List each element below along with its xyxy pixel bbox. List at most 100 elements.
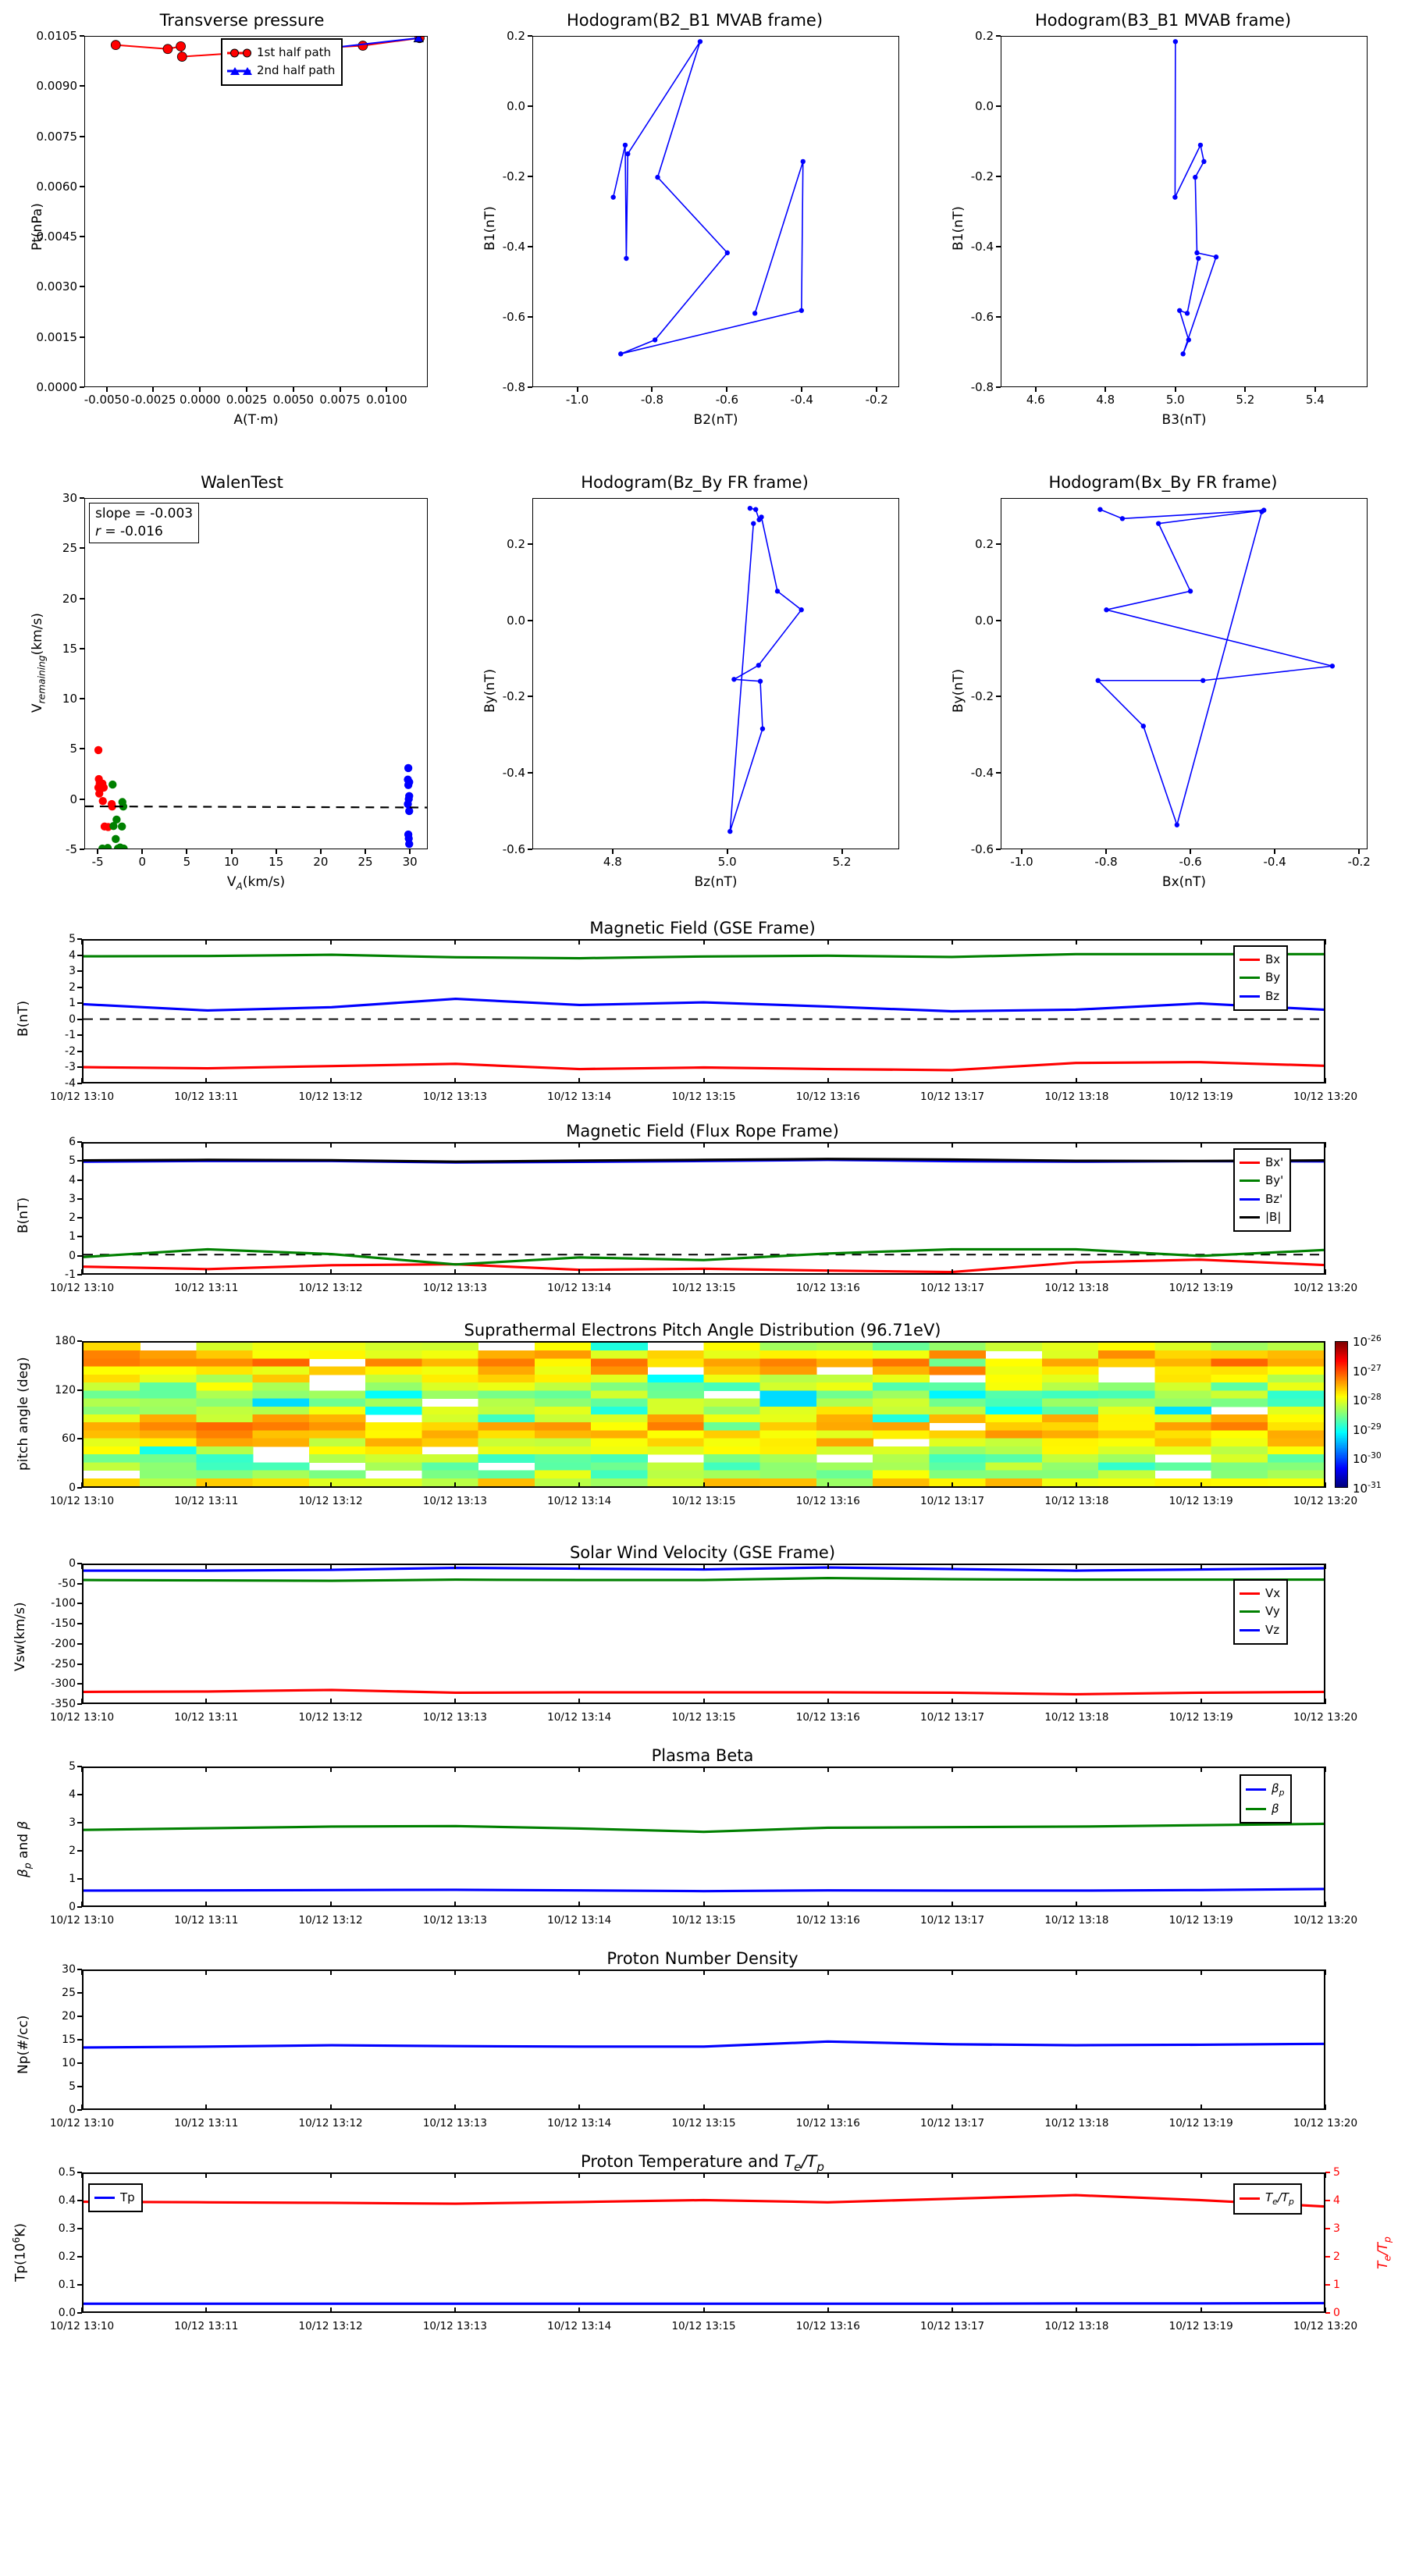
y-tick-label: 60 (62, 1432, 76, 1446)
x-tick-mark-top (951, 939, 954, 945)
y-tick-label: 3 (69, 1816, 76, 1829)
plot-canvas (84, 1343, 1324, 1486)
y-tick-label-right: 5 (1333, 2166, 1340, 2179)
x-tick-label: 10/12 13:17 (920, 1495, 985, 1507)
y-tick-label: 30 (62, 1963, 76, 1976)
y-tick-mark (528, 386, 532, 388)
plot-canvas (727, 505, 804, 834)
y-tick-mark (77, 1794, 82, 1795)
x-tick-label: 10/12 13:15 (671, 1091, 736, 1103)
x-tick-label: 10/12 13:15 (671, 1914, 736, 1927)
x-tick-mark (186, 849, 188, 854)
x-tick-mark (951, 1699, 954, 1704)
legend-label: Vz (1265, 1622, 1280, 1637)
legend-row: Vx (1240, 1585, 1280, 1603)
x-tick-label: 5.0 (717, 855, 737, 869)
x-tick-mark (81, 1482, 83, 1488)
x-tick-mark (1200, 1269, 1202, 1275)
x-tick-label: 0 (138, 855, 147, 869)
legend-label: 2nd half path (257, 63, 336, 78)
x-tick-label: 10/12 13:16 (795, 1282, 860, 1294)
y-tick-label-right: 3 (1333, 2222, 1340, 2235)
x-tick-label: 10/12 13:17 (920, 1914, 985, 1927)
y-tick-label: 180 (55, 1335, 76, 1347)
y-axis-label: B(nT) (16, 1197, 31, 1233)
legend-row: By' (1240, 1172, 1283, 1190)
x-tick-label: -0.8 (1094, 855, 1118, 869)
x-tick-mark (951, 2105, 954, 2110)
x-tick-label: 10/12 13:20 (1293, 1495, 1358, 1507)
y-tick-label: 0.0 (507, 613, 525, 628)
panel-title: Proton Temperature and Te/Tp (581, 2152, 824, 2175)
y-tick-mark (80, 386, 84, 388)
y-tick-mark (80, 849, 84, 850)
y-tick-mark (80, 236, 84, 238)
x-tick-label: 10/12 13:14 (547, 1091, 612, 1103)
plot-canvas (84, 1158, 1324, 1273)
x-tick-mark (1200, 2105, 1202, 2110)
x-tick-label: -0.2 (865, 393, 888, 407)
y-tick-mark (77, 1340, 82, 1342)
x-tick-mark (702, 2105, 705, 2110)
y-tick-label: 0 (69, 1901, 76, 1913)
x-tick-mark (329, 1269, 332, 1275)
x-tick-label: 10/12 13:16 (795, 1091, 860, 1103)
y-tick-mark (77, 2312, 82, 2314)
y-tick-label: -0.2 (970, 689, 994, 704)
y-tick-mark (77, 1822, 82, 1823)
y-tick-label: -0.2 (502, 169, 525, 183)
y-tick-label: -1 (65, 1029, 76, 1042)
x-tick-mark (801, 387, 803, 392)
y-tick-mark (77, 1236, 82, 1238)
x-tick-mark (81, 1902, 83, 1907)
y-axis-label: Pt(nPa) (30, 203, 45, 251)
x-tick-mark (702, 1902, 705, 1907)
legend-label: βp (1272, 1781, 1285, 1798)
legend-row: Bz (1240, 987, 1280, 1005)
y-axis-label: B(nT) (16, 1000, 31, 1037)
plot-area (1001, 36, 1368, 387)
x-tick-mark (1076, 1699, 1078, 1704)
y-tick-label: 2 (69, 1212, 76, 1225)
plot-canvas (1172, 39, 1219, 357)
x-tick-mark-top (329, 2172, 332, 2178)
x-tick-mark-top (1076, 1564, 1078, 1569)
y-tick-mark (77, 1878, 82, 1880)
y-axis-label: Vsw(km/s) (12, 1602, 28, 1671)
panel-proton-temperature: Proton Temperature and Te/Tp 0.0 0.1 0.2 0.3… (0, 2151, 1405, 2366)
x-tick-mark-top (1076, 1969, 1078, 1975)
x-tick-mark (1244, 387, 1247, 392)
y-tick-label-right: 4 (1333, 2194, 1340, 2207)
x-tick-mark-top (951, 1142, 954, 1147)
x-axis-label: A(T·m) (233, 412, 279, 428)
x-tick-mark (1076, 1269, 1078, 1275)
y-tick-mark (528, 772, 532, 774)
y-tick-label: 0.3 (58, 2222, 76, 2235)
y-tick-mark (77, 2086, 82, 2087)
x-axis-label: B3(nT) (1161, 412, 1207, 428)
x-tick-label: 5.2 (832, 855, 852, 869)
x-tick-mark (827, 1699, 829, 1704)
x-tick-mark (1314, 387, 1316, 392)
x-tick-label: 10/12 13:18 (1044, 1495, 1109, 1507)
x-tick-mark (329, 1482, 332, 1488)
x-tick-label: 10/12 13:13 (422, 2320, 487, 2332)
y-axis-label: By(nT) (482, 668, 498, 713)
y-tick-label: 0.0 (58, 2307, 76, 2319)
y-axis-label: By(nT) (951, 668, 966, 713)
legend-row: Te/Tp (1240, 2189, 1294, 2209)
legend-marker-triangle (227, 66, 252, 76)
y-tick-mark (996, 105, 1001, 107)
y-axis-label: B1(nT) (482, 206, 498, 251)
x-tick-mark (454, 1699, 456, 1704)
y-tick-mark (528, 316, 532, 318)
x-tick-label: 10/12 13:18 (1044, 2117, 1109, 2129)
x-tick-label: 10/12 13:18 (1044, 1091, 1109, 1103)
y-tick-mark-right (1325, 2172, 1330, 2173)
y-tick-mark (77, 1563, 82, 1564)
x-tick-mark (205, 1078, 208, 1083)
y-tick-mark (528, 849, 532, 850)
x-tick-mark (81, 2105, 83, 2110)
y-tick-mark (77, 1018, 82, 1020)
x-tick-label: 10/12 13:11 (174, 1091, 239, 1103)
